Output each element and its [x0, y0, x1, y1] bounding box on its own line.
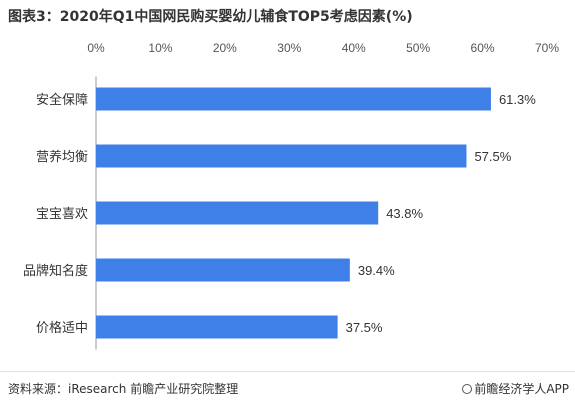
x-tick-label: 0%	[87, 41, 105, 55]
value-label: 57.5%	[474, 149, 511, 164]
category-label: 营养均衡	[36, 149, 88, 165]
brand-label: 前瞻经济学人APP	[462, 380, 569, 397]
chart-title: 图表3：2020年Q1中国网民购买婴幼儿辅食TOP5考虑因素(%)	[8, 9, 413, 25]
bar	[96, 258, 350, 282]
value-label: 39.4%	[358, 263, 395, 278]
x-tick-label: 40%	[342, 41, 366, 55]
category-label: 安全保障	[36, 92, 88, 108]
x-tick-label: 10%	[148, 41, 172, 55]
brand-logo-icon	[462, 384, 473, 394]
x-tick-label: 70%	[535, 41, 559, 55]
value-label: 43.8%	[386, 206, 423, 221]
x-tick-label: 60%	[471, 41, 495, 55]
bar	[96, 315, 338, 339]
footer: 资料来源：iResearch 前瞻产业研究院整理 前瞻经济学人APP	[0, 371, 575, 405]
category-label: 宝宝喜欢	[36, 207, 88, 222]
value-label: 37.5%	[346, 320, 383, 335]
x-tick-label: 30%	[277, 41, 301, 55]
category-label: 价格适中	[36, 320, 88, 336]
bar-chart: 0% 10% 20% 30% 40% 50% 60% 70% 安全保障营养均衡宝宝喜欢品牌知名…	[23, 41, 559, 350]
x-axis-ticks: 0% 10% 20% 30% 40% 50% 60% 70%	[87, 41, 559, 55]
value-label: 61.3%	[499, 92, 536, 107]
x-tick-label: 20%	[213, 41, 237, 55]
bar	[96, 87, 491, 111]
bar	[96, 144, 467, 168]
value-labels: 61.3% 57.5% 43.8% 39.4% 37.5%	[346, 92, 537, 335]
bar	[96, 201, 379, 225]
category-label: 品牌知名度	[23, 263, 88, 279]
bars-group	[96, 87, 491, 339]
x-tick-label: 50%	[406, 41, 430, 55]
brand-text: 前瞻经济学人APP	[474, 382, 569, 396]
source-note: 资料来源：iResearch 前瞻产业研究院整理	[8, 382, 239, 396]
